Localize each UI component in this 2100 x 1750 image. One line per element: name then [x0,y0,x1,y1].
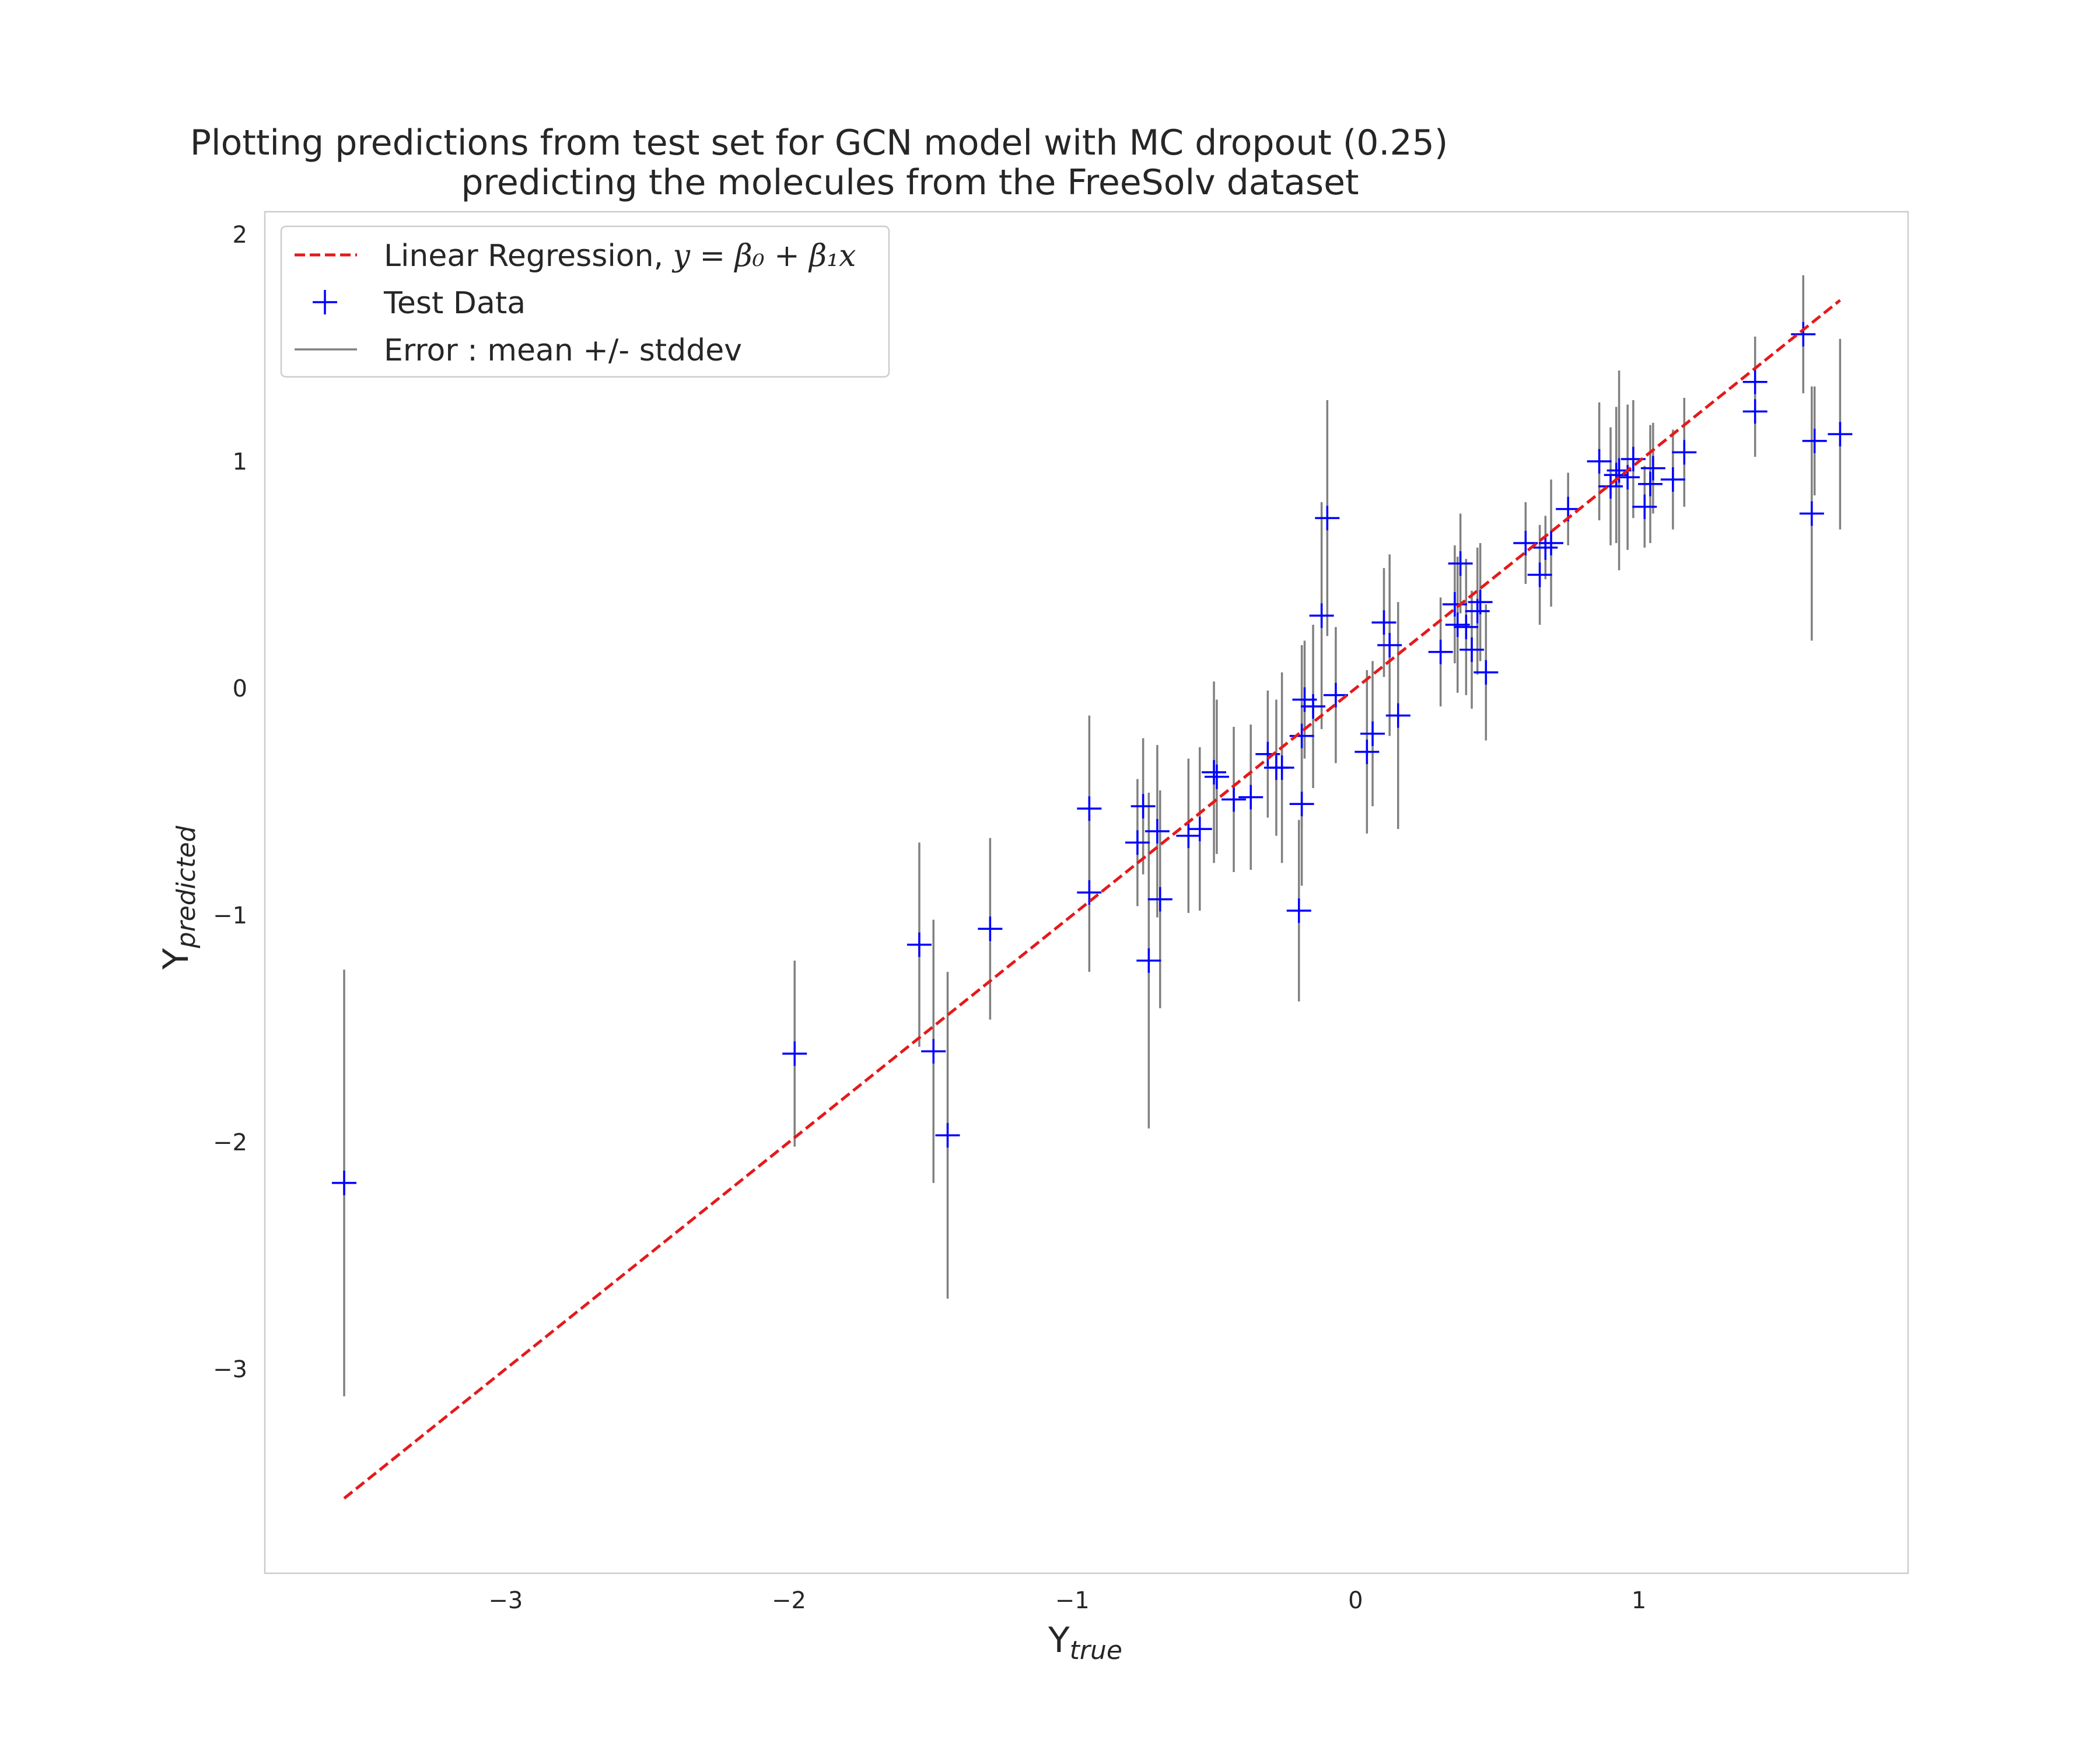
data-point [1474,660,1499,685]
legend-box [280,225,890,378]
data-point [978,916,1003,942]
y-axis-label-main: Y [156,948,197,970]
data-point [1077,880,1102,905]
legend: Linear Regression, y = β₀ + β₁x Test Dat… [280,225,890,378]
y-tick-label: −2 [213,1129,247,1156]
data-point [1144,818,1170,844]
data-point [1598,474,1623,499]
data-point [1672,440,1697,465]
y-tick-label: −1 [213,902,247,929]
data-point [907,932,932,957]
chart-title-line-2: predicting the molecules from the FreeSo… [461,162,1359,203]
data-point [1354,739,1380,764]
y-tick-label: 0 [233,676,247,702]
legend-regression-math: y = β₀ + β₁x [672,239,856,274]
data-point [1301,694,1326,719]
x-axis-label-main: Y [1048,1620,1070,1661]
x-tick-labels: −3 −2 −1 0 1 [488,1587,1646,1614]
data-point [1136,948,1161,973]
data-point [1742,369,1768,394]
data-point [1377,632,1402,657]
data-point [331,1170,356,1195]
data-point [1632,494,1657,519]
data-point [1204,764,1229,789]
legend-regression-label: Linear Regression, y = β₀ + β₁x [384,239,856,274]
x-axis-label: Ytrue [1048,1620,1122,1665]
data-point [1638,471,1663,496]
data-point [1640,456,1665,481]
data-point [1125,830,1150,855]
data-point [1533,535,1558,560]
data-point [1828,422,1853,447]
regression-line-group [343,299,1841,1500]
data-point [1323,682,1348,708]
data-point [1460,637,1485,662]
data-point [1269,755,1294,780]
data-point [1289,792,1314,817]
y-tick-labels: −3 −2 −1 0 1 2 [213,222,247,1383]
data-point [1802,428,1827,453]
data-point [1513,530,1538,555]
data-point [1539,530,1564,555]
data-point [1791,322,1816,347]
data-point [1454,614,1479,639]
data-point [1289,723,1314,748]
x-tick-label: −3 [488,1587,523,1614]
data-point [1742,399,1768,424]
data-point [1604,463,1629,488]
data-point [1315,506,1340,531]
y-tick-label: −3 [213,1356,247,1383]
data-point [1428,639,1453,664]
y-axis-label: Ypredicted [156,825,201,970]
test-data-points [331,322,1853,1195]
data-point [1587,449,1612,474]
data-point [1660,467,1685,492]
x-tick-label: −1 [1055,1587,1090,1614]
axes-frame [264,211,1909,1574]
data-point [1077,796,1102,821]
data-point [1385,703,1410,728]
y-tick-label: 2 [233,222,247,249]
data-point [935,1123,960,1148]
data-point [1286,898,1311,923]
data-point [1202,760,1227,785]
data-point [1176,823,1201,848]
data-point [921,1039,946,1064]
x-tick-label: 0 [1348,1587,1363,1614]
data-point [1468,590,1493,615]
data-point [782,1041,807,1066]
data-point [1799,501,1824,526]
legend-error-label: Error : mean +/- stddev [384,333,742,368]
legend-test-data-swatch [313,290,337,314]
data-point [1360,721,1385,746]
regression-line [343,299,1841,1500]
data-point [1130,794,1156,819]
data-point [1309,603,1334,628]
data-point [1255,741,1280,766]
chart-title-line-1: Plotting predictions from test set for G… [190,123,1448,163]
data-point [1187,817,1212,842]
data-point [1222,787,1247,812]
x-tick-label: 1 [1632,1587,1646,1614]
y-tick-label: 1 [233,449,247,475]
x-axis-label-subscript: true [1070,1636,1122,1665]
x-tick-label: −2 [772,1587,806,1614]
y-axis-label-subscript: predicted [172,825,201,949]
legend-regression-prefix: Linear Regression, [384,239,673,274]
data-point [1527,562,1552,587]
legend-test-data-label: Test Data [383,286,526,321]
data-point [1238,785,1264,810]
error-bars [343,275,1842,1396]
data-point [1371,610,1396,635]
data-point [1448,551,1473,576]
data-point [1442,592,1467,617]
data-point [1147,887,1172,912]
